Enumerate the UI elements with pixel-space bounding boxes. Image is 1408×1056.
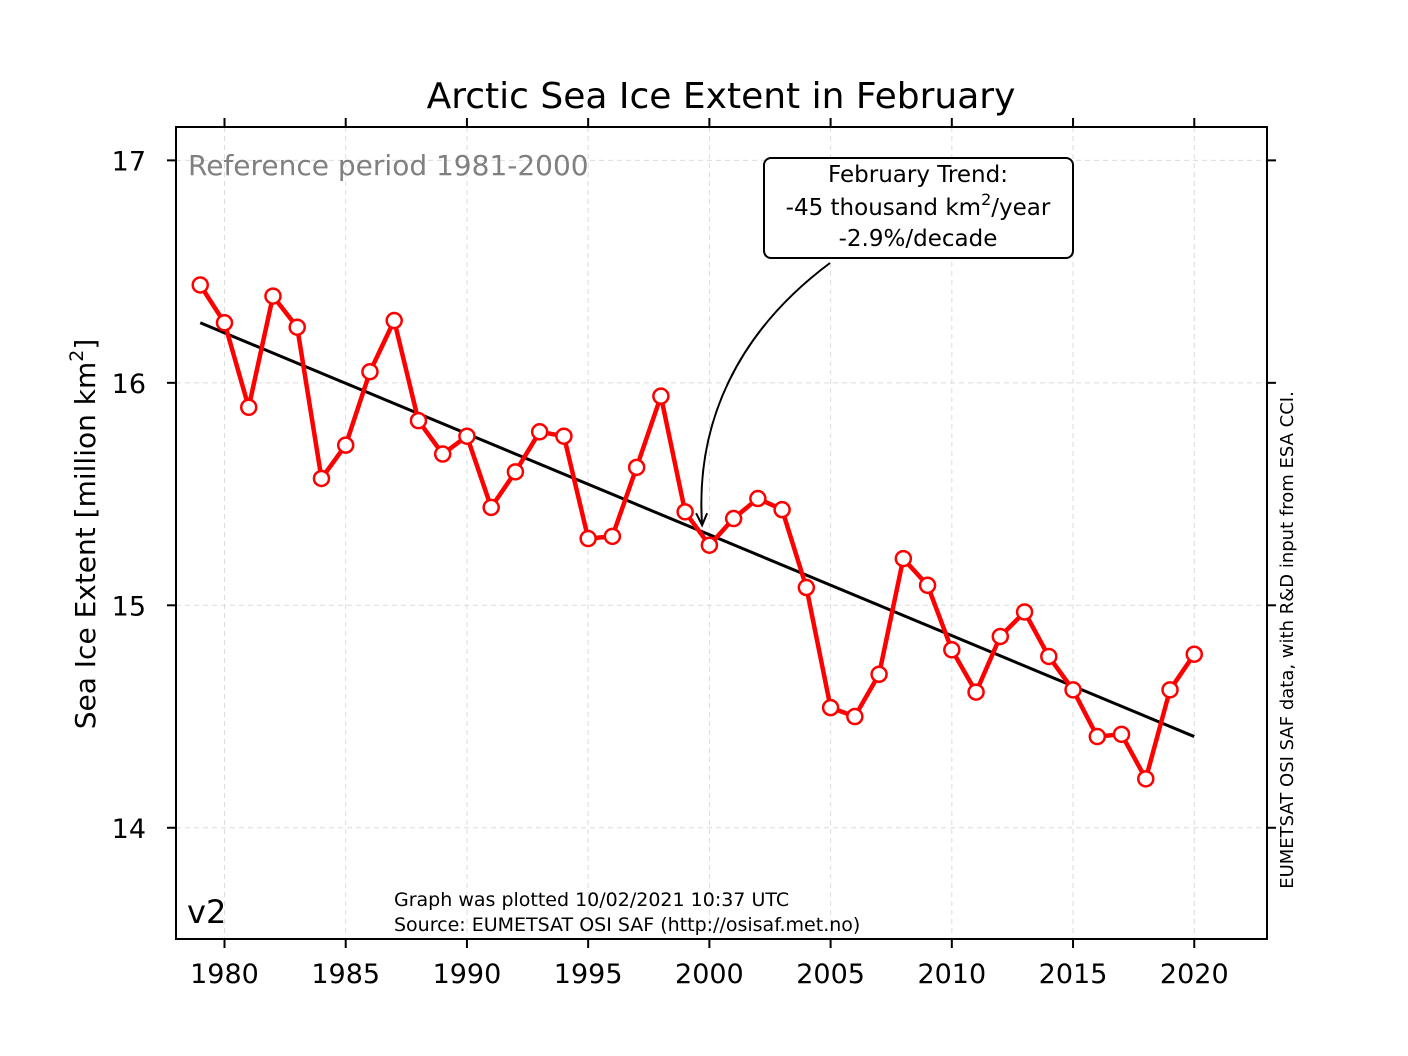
- x-tick-label: 1995: [554, 959, 623, 990]
- y-axis-label: Sea Ice Extent [million km2]: [66, 339, 102, 730]
- axis-ticks: 1980 1985 1990 1995 2000 2005 2010 2015 2020 14 15…: [112, 118, 1276, 990]
- data-point: [1088, 727, 1107, 746]
- x-tick-label: 2020: [1160, 959, 1229, 990]
- data-point: [821, 698, 840, 717]
- data-point: [555, 427, 573, 445]
- data-point: [385, 311, 403, 330]
- data-point: [239, 398, 258, 417]
- data-point: [918, 576, 937, 595]
- data-point: [1137, 770, 1155, 788]
- data-point: [264, 287, 282, 305]
- data-point: [433, 445, 452, 463]
- data-point: [1112, 725, 1131, 744]
- data-point: [749, 489, 767, 508]
- x-tick-label: 1990: [433, 959, 502, 990]
- annotation-line-2-unit: /year: [991, 195, 1051, 221]
- version-label: v2: [187, 893, 226, 931]
- data-point: [1185, 645, 1204, 663]
- data-point: [458, 427, 476, 445]
- annotation-line-2: -45 thousand km2/year: [786, 190, 1051, 221]
- data-point: [312, 469, 331, 488]
- data-points: [191, 276, 1204, 788]
- x-tick-label: 1980: [190, 959, 259, 990]
- y-axis-label-text: Sea Ice Extent [million km: [69, 362, 102, 730]
- data-point: [773, 500, 791, 519]
- plot-frame: [175, 126, 1268, 940]
- data-point: [603, 527, 622, 546]
- annotation-arrow: [700, 262, 831, 526]
- annotation-box: [763, 157, 1074, 259]
- annotation-line-2-text: -45 thousand km: [786, 195, 981, 221]
- data-point: [1064, 681, 1082, 699]
- y-tick-label: 15: [112, 591, 146, 622]
- data-point: [724, 509, 743, 528]
- y-axis-label-superscript: 2: [66, 350, 88, 362]
- grid-lines: [176, 127, 1267, 939]
- annotation-line-2-superscript: 2: [981, 190, 991, 209]
- y-axis-label-close: ]: [69, 339, 102, 350]
- source-credit: Source: EUMETSAT OSI SAF (http://osisaf.…: [394, 914, 860, 936]
- data-point: [1040, 647, 1058, 666]
- chart-title: Arctic Sea Ice Extent in February: [427, 76, 1016, 117]
- x-tick-label: 2015: [1039, 959, 1108, 990]
- data-point: [530, 423, 549, 441]
- y-tick-label: 16: [112, 369, 146, 400]
- side-credit: EUMETSAT OSI SAF data, with R&D input fr…: [1277, 391, 1298, 889]
- data-point: [700, 536, 719, 554]
- y-tick-label: 17: [112, 146, 146, 177]
- data-point: [361, 362, 379, 381]
- y-tick-label: 14: [112, 814, 146, 845]
- data-point: [215, 314, 234, 332]
- data-point: [943, 641, 961, 659]
- x-tick-label: 1985: [311, 959, 380, 990]
- data-point: [191, 276, 209, 294]
- annotation-arrowhead: [695, 512, 709, 528]
- data-point: [1161, 681, 1179, 699]
- reference-period-label: Reference period 1981-2000: [188, 149, 589, 182]
- data-point: [894, 549, 913, 568]
- data-point: [1015, 603, 1034, 621]
- data-point: [652, 387, 670, 405]
- data-point: [579, 529, 597, 548]
- data-point: [288, 318, 306, 336]
- data-point: [676, 503, 694, 521]
- annotation-line-1: February Trend:: [828, 162, 1008, 188]
- annotation-line-3: -2.9%/decade: [839, 226, 998, 252]
- data-point: [409, 411, 428, 430]
- data-point: [627, 458, 646, 477]
- data-point: [991, 627, 1010, 646]
- data-point: [506, 463, 525, 481]
- data-point: [846, 707, 864, 726]
- x-tick-label: 2010: [917, 959, 986, 990]
- x-tick-label: 2000: [675, 959, 744, 990]
- data-point: [967, 683, 985, 701]
- data-point: [870, 665, 888, 684]
- data-point: [797, 578, 816, 597]
- data-point: [482, 498, 500, 517]
- x-tick-label: 2005: [796, 959, 865, 990]
- data-point: [336, 436, 355, 454]
- plot-timestamp: Graph was plotted 10/02/2021 10:37 UTC: [394, 889, 789, 911]
